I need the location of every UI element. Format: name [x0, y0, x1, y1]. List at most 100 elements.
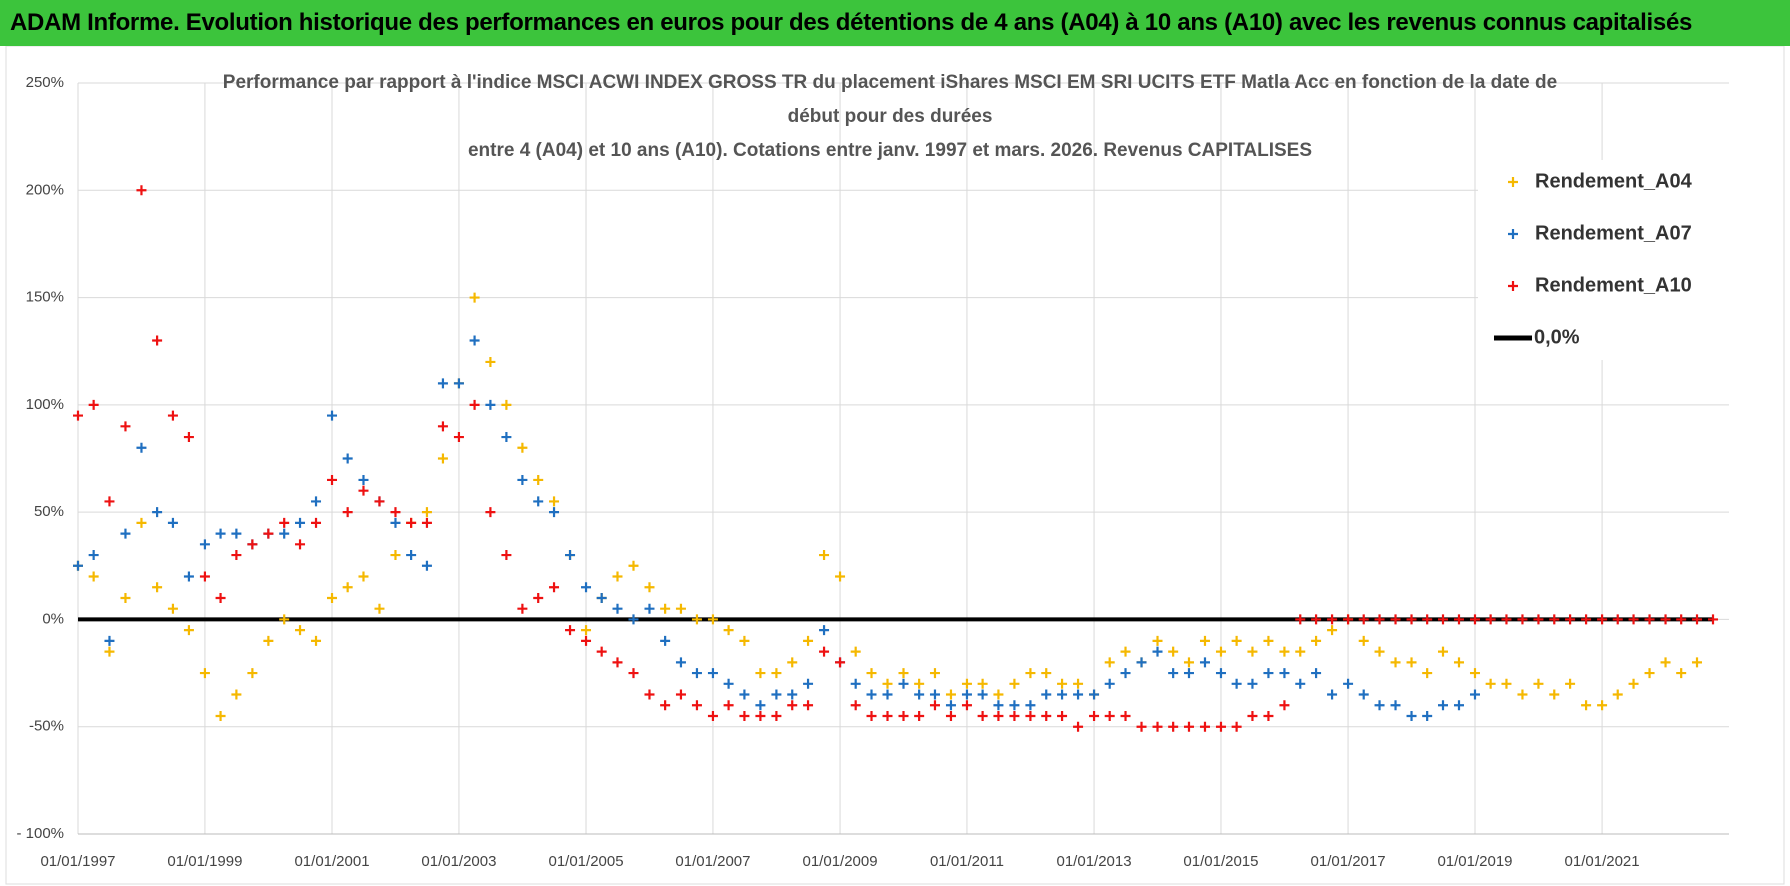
point	[945, 689, 956, 700]
header-banner: ADAM Informe. Evolution historique des p…	[0, 0, 1790, 46]
point	[1343, 678, 1354, 689]
point	[1565, 678, 1576, 689]
point	[1057, 678, 1068, 689]
point	[533, 474, 544, 485]
point	[787, 657, 798, 668]
point	[803, 700, 814, 711]
point	[247, 668, 258, 679]
point	[517, 442, 528, 453]
point	[1009, 700, 1020, 711]
point	[1041, 689, 1052, 700]
point	[390, 550, 401, 561]
point	[104, 646, 115, 657]
point	[1041, 668, 1052, 679]
point	[1025, 700, 1036, 711]
point	[485, 399, 496, 410]
point	[1215, 721, 1226, 732]
point	[1406, 710, 1417, 721]
point	[644, 603, 655, 614]
point	[755, 700, 766, 711]
x-tick-label: 01/01/2013	[1057, 853, 1132, 870]
point	[1199, 721, 1210, 732]
chart-title: début pour des durées	[788, 106, 993, 127]
chart: - 100% -50% 0% 50% 100% 150% 200% 250% 01/01/199…	[5, 46, 1785, 885]
point	[152, 335, 163, 346]
point	[1041, 710, 1052, 721]
point	[390, 517, 401, 528]
point	[437, 378, 448, 389]
x-tick-label: 01/01/1999	[167, 853, 242, 870]
point	[1374, 614, 1385, 625]
point	[803, 635, 814, 646]
point	[1485, 614, 1496, 625]
point	[549, 507, 560, 518]
point	[707, 668, 718, 679]
point	[199, 571, 210, 582]
point	[183, 432, 194, 443]
point	[1231, 721, 1242, 732]
point	[231, 689, 242, 700]
point	[1628, 614, 1639, 625]
point	[279, 517, 290, 528]
point	[549, 496, 560, 507]
point	[1358, 689, 1369, 700]
x-tick-label: 01/01/2019	[1437, 853, 1512, 870]
point	[120, 528, 131, 539]
point	[1469, 668, 1480, 679]
point	[929, 668, 940, 679]
point	[327, 474, 338, 485]
chart-title: Performance par rapport à l'indice MSCI …	[223, 72, 1557, 93]
point	[1327, 689, 1338, 700]
point	[167, 410, 178, 421]
point	[311, 635, 322, 646]
point	[342, 453, 353, 464]
point	[993, 689, 1004, 700]
point	[1073, 721, 1084, 732]
point	[850, 678, 861, 689]
point	[1390, 614, 1401, 625]
point	[469, 399, 480, 410]
point	[1183, 721, 1194, 732]
point	[945, 700, 956, 711]
point	[1422, 668, 1433, 679]
point	[88, 399, 99, 410]
point	[1311, 635, 1322, 646]
point	[1057, 689, 1068, 700]
point	[247, 539, 258, 550]
point	[406, 550, 417, 561]
point	[723, 678, 734, 689]
point	[1374, 700, 1385, 711]
point	[914, 710, 925, 721]
legend-label: 0,0%	[1534, 326, 1580, 348]
point	[1692, 657, 1703, 668]
point	[1406, 657, 1417, 668]
point	[612, 603, 623, 614]
point	[866, 668, 877, 679]
point	[1104, 710, 1115, 721]
point	[1644, 614, 1655, 625]
point	[1565, 614, 1576, 625]
point	[1612, 614, 1623, 625]
point	[1104, 657, 1115, 668]
point	[1358, 635, 1369, 646]
point	[581, 582, 592, 593]
point	[517, 603, 528, 614]
point	[1104, 678, 1115, 689]
point	[1215, 668, 1226, 679]
point	[1438, 700, 1448, 711]
point	[1311, 614, 1322, 625]
x-tick-label: 01/01/1997	[40, 853, 115, 870]
point	[1168, 668, 1179, 679]
point	[1327, 625, 1338, 636]
point	[596, 646, 607, 657]
point	[1073, 678, 1084, 689]
point	[1279, 700, 1290, 711]
point	[1406, 614, 1417, 625]
point	[183, 625, 194, 636]
point	[1533, 678, 1544, 689]
point	[199, 539, 210, 550]
point	[374, 496, 385, 507]
point	[628, 668, 639, 679]
point	[1422, 614, 1433, 625]
